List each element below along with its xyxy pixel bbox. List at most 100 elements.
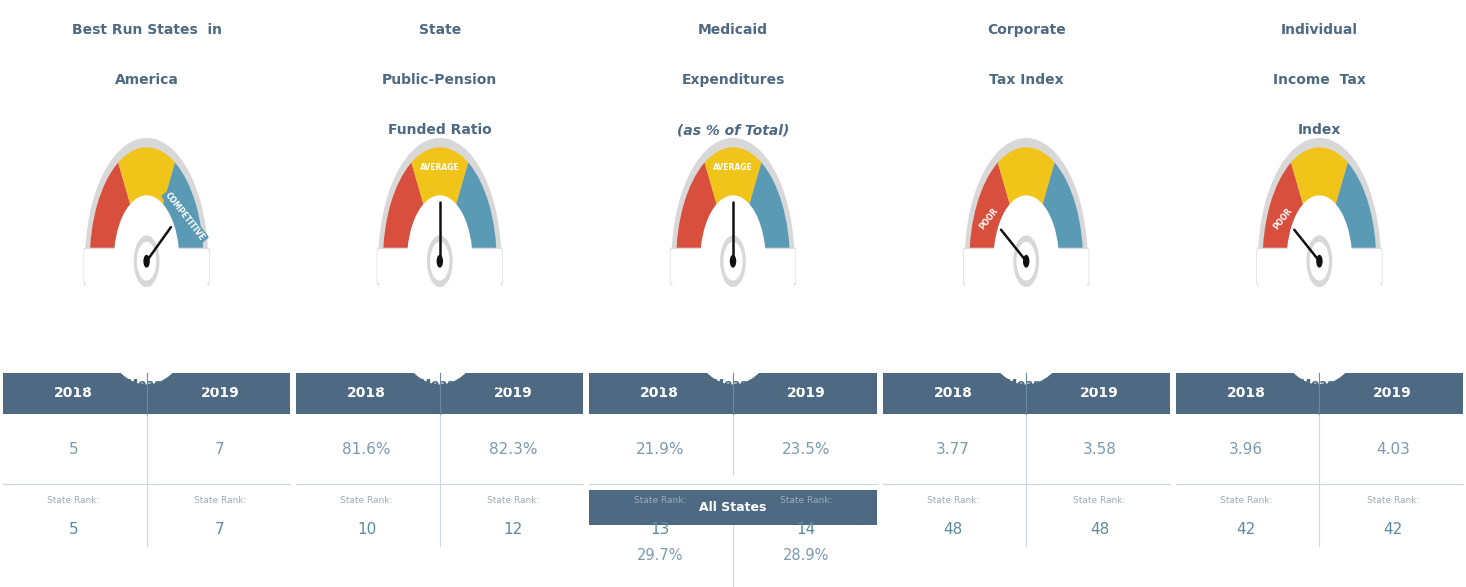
Text: 2019: 2019 [494, 386, 532, 400]
Circle shape [1023, 255, 1029, 268]
FancyBboxPatch shape [377, 248, 503, 285]
Text: 3.58: 3.58 [1082, 441, 1117, 457]
Circle shape [1306, 235, 1333, 287]
Circle shape [427, 235, 453, 287]
Text: Best Run States  in: Best Run States in [72, 23, 221, 38]
Text: 13: 13 [649, 522, 670, 537]
Circle shape [133, 235, 160, 287]
Text: 48: 48 [1089, 522, 1110, 537]
Text: 5: 5 [69, 441, 78, 457]
Text: 48: 48 [943, 522, 963, 537]
Text: Income  Tax: Income Tax [1272, 73, 1366, 87]
Text: COMPETITIVE: COMPETITIVE [164, 191, 207, 242]
Text: America: America [114, 73, 179, 87]
Circle shape [1309, 242, 1330, 281]
Wedge shape [1287, 195, 1352, 261]
Circle shape [136, 242, 157, 281]
Wedge shape [412, 147, 468, 205]
FancyBboxPatch shape [296, 373, 583, 414]
Circle shape [730, 255, 736, 268]
Text: AVERAGE: AVERAGE [419, 163, 460, 173]
Text: AVERAGE: AVERAGE [712, 163, 754, 173]
FancyBboxPatch shape [670, 249, 796, 284]
Text: 29.7%: 29.7% [636, 548, 683, 564]
Text: State Rank:: State Rank: [1220, 496, 1272, 505]
Wedge shape [998, 147, 1054, 205]
Text: POOR: POOR [978, 206, 1000, 231]
Text: 2018: 2018 [934, 386, 972, 400]
Circle shape [437, 255, 443, 268]
Text: 12: 12 [503, 522, 523, 537]
Text: 82.3%: 82.3% [488, 441, 538, 457]
FancyBboxPatch shape [963, 249, 1089, 284]
Circle shape [1013, 235, 1039, 287]
Text: Corporate: Corporate [987, 23, 1066, 38]
Text: Tax Index: Tax Index [990, 73, 1063, 87]
Text: State Rank:: State Rank: [927, 496, 979, 505]
Text: State Rank:: State Rank: [1366, 496, 1419, 505]
Wedge shape [671, 138, 795, 261]
FancyBboxPatch shape [84, 249, 210, 284]
Text: 3.77: 3.77 [935, 441, 970, 457]
Text: 42: 42 [1236, 522, 1256, 537]
Text: State Rank:: State Rank: [340, 496, 393, 505]
Text: 21.9%: 21.9% [635, 441, 685, 457]
Text: State Rank:: State Rank: [780, 496, 833, 505]
FancyBboxPatch shape [589, 490, 877, 525]
Text: 5: 5 [69, 522, 78, 537]
Wedge shape [969, 163, 1010, 261]
Text: 2018: 2018 [641, 386, 679, 400]
Wedge shape [378, 261, 501, 384]
Text: Metric  Measurement: Metric Measurement [76, 378, 217, 391]
Wedge shape [114, 195, 179, 261]
Circle shape [427, 235, 453, 287]
Text: State Rank:: State Rank: [633, 496, 686, 505]
Wedge shape [1262, 163, 1303, 261]
FancyBboxPatch shape [3, 373, 290, 414]
Wedge shape [408, 195, 472, 261]
Wedge shape [456, 163, 497, 261]
Circle shape [133, 235, 160, 287]
Wedge shape [85, 138, 208, 261]
Text: State: State [419, 23, 460, 38]
Text: 42: 42 [1382, 522, 1403, 537]
Wedge shape [119, 147, 174, 205]
Text: 14: 14 [796, 522, 817, 537]
Wedge shape [378, 138, 501, 261]
Text: 2019: 2019 [201, 386, 239, 400]
Wedge shape [383, 163, 424, 261]
FancyBboxPatch shape [589, 373, 877, 414]
Text: 81.6%: 81.6% [342, 441, 391, 457]
Circle shape [720, 235, 746, 287]
Text: Metric  Measurement: Metric Measurement [1249, 378, 1390, 391]
Circle shape [723, 242, 743, 281]
Circle shape [720, 235, 746, 287]
Circle shape [144, 255, 150, 268]
Text: POOR: POOR [1271, 206, 1293, 231]
Text: 2018: 2018 [1227, 386, 1265, 400]
Text: State Rank:: State Rank: [487, 496, 539, 505]
Text: 7: 7 [216, 522, 224, 537]
Text: Public-Pension: Public-Pension [383, 73, 497, 87]
Wedge shape [671, 261, 795, 384]
FancyBboxPatch shape [963, 248, 1089, 285]
FancyBboxPatch shape [670, 248, 796, 285]
Text: All States: All States [699, 501, 767, 514]
FancyBboxPatch shape [1256, 248, 1382, 285]
Text: 7: 7 [216, 441, 224, 457]
Text: Metric  Measurement: Metric Measurement [369, 378, 510, 391]
Wedge shape [85, 261, 208, 384]
FancyBboxPatch shape [84, 248, 210, 285]
Text: 23.5%: 23.5% [781, 441, 831, 457]
Text: 2019: 2019 [1080, 386, 1119, 400]
Text: 2018: 2018 [54, 386, 92, 400]
Wedge shape [1042, 163, 1083, 261]
Text: 2019: 2019 [787, 386, 825, 400]
Circle shape [1016, 242, 1036, 281]
Circle shape [430, 242, 450, 281]
FancyBboxPatch shape [377, 249, 503, 284]
FancyBboxPatch shape [1176, 373, 1463, 414]
Wedge shape [994, 195, 1058, 261]
Wedge shape [705, 147, 761, 205]
FancyBboxPatch shape [883, 373, 1170, 414]
